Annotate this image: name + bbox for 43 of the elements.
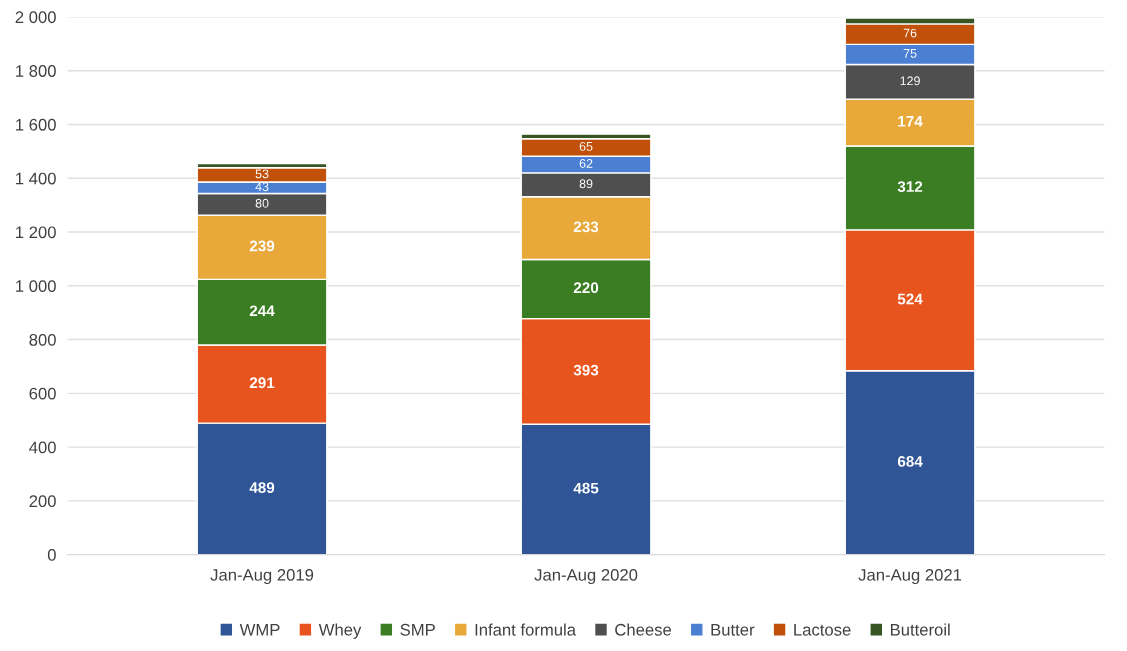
data-label: 489	[249, 482, 275, 494]
data-label: 129	[900, 76, 920, 86]
data-label: 220	[573, 282, 599, 294]
data-label: 62	[579, 159, 593, 168]
data-label: 75	[903, 49, 917, 58]
data-label: 684	[897, 455, 923, 467]
y-tick-label: 1 600	[16, 118, 56, 131]
legend-label: WMP	[239, 624, 280, 636]
y-tick-label: 1 400	[16, 172, 56, 185]
data-label: 393	[573, 364, 599, 376]
data-label: 89	[579, 179, 593, 189]
x-tick-label: Jan-Aug 2021	[858, 568, 962, 585]
y-tick-label: 1 800	[16, 65, 56, 77]
legend-label: SMP	[400, 623, 435, 636]
data-label: 291	[249, 377, 275, 389]
data-label: 233	[573, 221, 599, 233]
data-label: 239	[249, 240, 275, 252]
y-tick-label: 2 000	[15, 11, 56, 24]
data-label: 312	[897, 181, 923, 193]
legend-label: Whey	[318, 623, 362, 639]
data-label: 43	[255, 182, 269, 192]
legend-label: Butteroil	[890, 623, 950, 636]
y-tick-label: 0	[47, 549, 56, 561]
x-tick-label: Jan-Aug 2020	[534, 568, 638, 585]
y-tick-label: 1 200	[16, 226, 56, 239]
data-label: 80	[255, 198, 269, 208]
data-label: 174	[898, 116, 923, 127]
legend-label: Cheese	[615, 623, 672, 636]
data-label: 524	[897, 293, 923, 305]
data-label: 244	[249, 305, 275, 317]
y-tick-label: 400	[29, 441, 56, 454]
data-label: 53	[255, 169, 269, 179]
y-tick-label: 800	[29, 333, 56, 346]
legend-label: Lactose	[794, 624, 851, 636]
legend-label: Infant formula	[475, 623, 577, 636]
data-label: 76	[903, 28, 917, 38]
y-tick-label: 200	[29, 495, 56, 508]
data-label: 485	[573, 482, 599, 494]
legend-label: Butter	[711, 624, 755, 636]
x-tick-label: Jan-Aug 2019	[210, 568, 314, 585]
y-tick-label: 1 000	[16, 280, 56, 292]
y-tick-label: 600	[29, 387, 56, 400]
data-label: 65	[579, 141, 593, 151]
